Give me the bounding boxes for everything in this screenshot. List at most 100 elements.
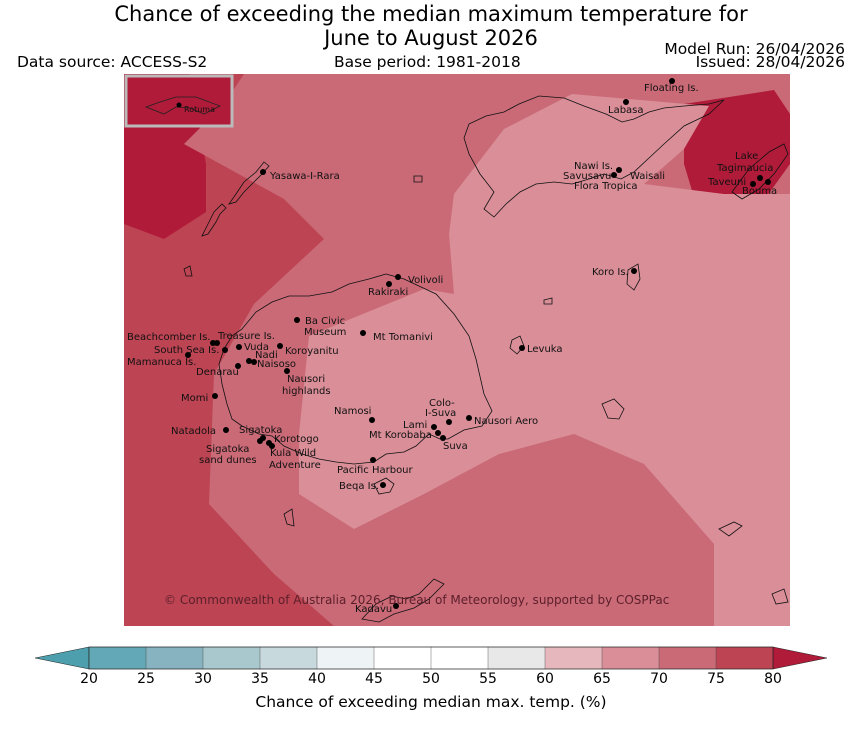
label-koro: Koro Is. bbox=[592, 267, 629, 278]
label-beqa: Beqa Is. bbox=[339, 481, 379, 492]
colorbar-tick: 75 bbox=[707, 671, 725, 687]
colorbar-cell-20 bbox=[88, 646, 147, 670]
label-nadi: Nadi bbox=[255, 350, 278, 361]
label-south-sea: South Sea Is. bbox=[154, 345, 219, 356]
viti-levu-outline bbox=[218, 273, 493, 465]
label-mamanuca: Mamanuca Is. bbox=[127, 357, 196, 368]
marker-floating[interactable] bbox=[669, 78, 675, 84]
colorbar-cell-55 bbox=[487, 646, 546, 670]
place-markers bbox=[185, 78, 771, 609]
marker-lami[interactable] bbox=[431, 424, 437, 430]
colorbar-cell-70 bbox=[658, 646, 717, 670]
label-korotogo: Korotogo bbox=[274, 434, 319, 445]
label-colo-2: I-Suva bbox=[425, 408, 456, 419]
label-koroyanitu: Koroyanitu bbox=[285, 346, 339, 357]
colorbar-tick: 50 bbox=[422, 671, 440, 687]
marker-denarau[interactable] bbox=[235, 363, 241, 369]
label-ba-civic: Ba Civic bbox=[305, 316, 345, 327]
marker-koroyanitu[interactable] bbox=[277, 343, 283, 349]
marker-volivoli[interactable] bbox=[395, 274, 401, 280]
marker-mt-korobaba[interactable] bbox=[435, 430, 441, 436]
marker-suva[interactable] bbox=[440, 435, 446, 441]
marker-savusavu[interactable] bbox=[611, 172, 617, 178]
beqa-outline bbox=[373, 477, 395, 495]
marker-vuda[interactable] bbox=[236, 344, 242, 350]
marker-momi[interactable] bbox=[212, 393, 218, 399]
label-sigatoka-dunes-2: sand dunes bbox=[199, 455, 257, 466]
colorbar-cell-30 bbox=[202, 646, 261, 670]
label-kula-2: Adventure bbox=[269, 460, 321, 471]
label-taveuni: Taveuni bbox=[707, 177, 746, 188]
label-museum: Museum bbox=[304, 327, 346, 338]
label-tagimaucia: Tagimaucia bbox=[716, 163, 773, 174]
label-natadola: Natadola bbox=[171, 426, 216, 437]
marker-ba-civic[interactable] bbox=[294, 317, 300, 323]
marker-pacific-harbour[interactable] bbox=[370, 457, 376, 463]
label-nawi: Nawi Is. bbox=[574, 161, 613, 172]
chart-title-line2: June to August 2026 bbox=[324, 26, 538, 50]
marker-kula[interactable] bbox=[269, 443, 275, 449]
marker-koro[interactable] bbox=[631, 268, 637, 274]
colorbar-cell-40 bbox=[316, 646, 375, 670]
marker-lake-tagimaucia[interactable] bbox=[757, 175, 763, 181]
label-kula-1: Kula Wild bbox=[270, 448, 316, 459]
colorbar-tick: 40 bbox=[308, 671, 326, 687]
label-tomanivi: Mt Tomanivi bbox=[373, 332, 433, 343]
colorbar-cell-45 bbox=[373, 646, 432, 670]
label-naisoso: Naisoso bbox=[257, 359, 296, 370]
marker-levuka[interactable] bbox=[519, 345, 525, 351]
forecast-map[interactable]: Rotuma bbox=[124, 74, 790, 626]
marker-labasa[interactable] bbox=[623, 99, 629, 105]
marker-nausori-aero[interactable] bbox=[466, 415, 472, 421]
inset-frame bbox=[124, 74, 234, 128]
marker-mamanuca[interactable] bbox=[185, 352, 191, 358]
label-momi: Momi bbox=[181, 393, 208, 404]
marker-nadi[interactable] bbox=[246, 358, 252, 364]
model-run: Model Run: 26/04/2026 bbox=[664, 40, 845, 58]
label-sigatoka-dunes-1: Sigatoka bbox=[206, 444, 249, 455]
marker-colo-i-suva[interactable] bbox=[446, 419, 452, 425]
marker-treasure[interactable] bbox=[214, 340, 220, 346]
colorbar-cell-65 bbox=[601, 646, 660, 670]
marker-kadavu[interactable] bbox=[393, 603, 399, 609]
marker-naisoso[interactable] bbox=[251, 359, 257, 365]
marker-tomanivi[interactable] bbox=[360, 330, 366, 336]
marker-yasawa[interactable] bbox=[260, 169, 266, 175]
marker-namosi[interactable] bbox=[369, 417, 375, 423]
label-denarau: Denarau bbox=[196, 367, 239, 378]
rotuma-label: Rotuma bbox=[184, 105, 215, 114]
colorbar-under-triangle bbox=[34, 646, 90, 670]
colorbar-tick: 45 bbox=[365, 671, 383, 687]
rotuma-marker bbox=[176, 102, 182, 108]
marker-natadola[interactable] bbox=[223, 427, 229, 433]
colorbar-tick: 70 bbox=[650, 671, 668, 687]
marker-korotogo[interactable] bbox=[257, 438, 263, 444]
taveuni-outline bbox=[731, 143, 789, 200]
marker-beqa[interactable] bbox=[380, 482, 386, 488]
label-flora: Flora Tropica bbox=[574, 181, 637, 192]
marker-rakiraki[interactable] bbox=[386, 281, 392, 287]
colorbar-cell-50 bbox=[430, 646, 489, 670]
label-sigatoka: Sigatoka bbox=[239, 425, 282, 436]
data-source: Data source: ACCESS-S2 bbox=[17, 53, 208, 71]
yasawa-outline bbox=[201, 161, 270, 237]
label-floating: Floating Is. bbox=[644, 83, 699, 94]
label-mt-korobaba: Mt Korobaba bbox=[369, 430, 432, 441]
marker-south-sea[interactable] bbox=[222, 347, 228, 353]
label-pacific-harbour: Pacific Harbour bbox=[337, 465, 414, 476]
base-period: Base period: 1981-2018 bbox=[334, 53, 521, 71]
colorbar-tick: 20 bbox=[80, 671, 98, 687]
marker-taveuni[interactable] bbox=[750, 181, 756, 187]
marker-bouma[interactable] bbox=[765, 179, 771, 185]
marker-nawi[interactable] bbox=[616, 167, 622, 173]
label-lami: Lami bbox=[403, 420, 427, 431]
label-colo-1: Colo- bbox=[429, 398, 455, 409]
label-yasawa: Yasawa-I-Rara bbox=[269, 171, 340, 182]
copyright-notice: © Commonwealth of Australia 2026, Bureau… bbox=[164, 593, 669, 607]
label-rakiraki: Rakiraki bbox=[368, 287, 408, 298]
label-nausori-aero: Nausori Aero bbox=[474, 416, 538, 427]
colorbar-tick: 25 bbox=[137, 671, 155, 687]
colorbar-tick: 35 bbox=[251, 671, 269, 687]
label-vuda: Vuda bbox=[244, 342, 269, 353]
marker-nausori-highlands[interactable] bbox=[284, 368, 290, 374]
